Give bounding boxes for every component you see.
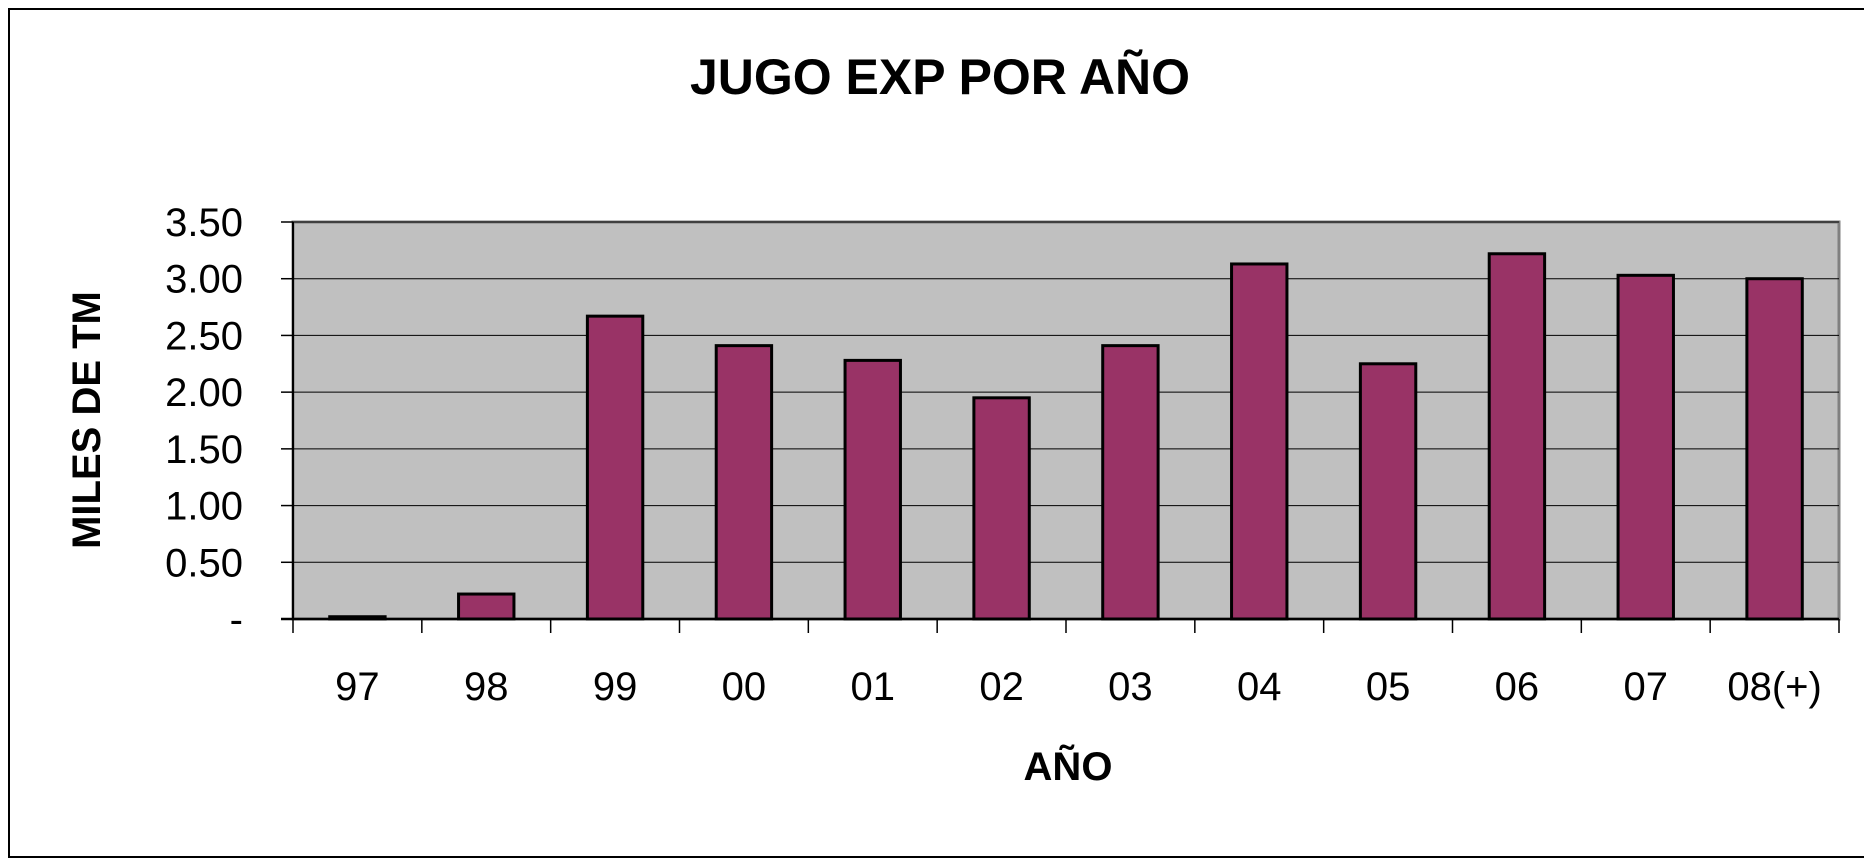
plot-area [291,220,1841,621]
bar-04 [1230,262,1289,621]
x-tick-label: 08(+) [1727,665,1822,709]
x-tick-label: 06 [1495,665,1540,709]
bar-02 [972,396,1031,621]
x-tick-label: 01 [851,665,896,709]
x-tick-label: 04 [1237,665,1282,709]
bar-99 [585,314,645,621]
y-tick-label: 1.50 [165,428,243,472]
x-tick-label: 97 [335,665,380,709]
x-tick-label: 03 [1108,665,1153,709]
axes [281,221,1840,633]
y-tick-labels: - 0.50 1.00 1.50 2.00 2.50 3.00 3.50 [165,201,243,642]
y-tick-label: 3.50 [165,201,243,245]
y-tick-label: - [230,598,243,642]
bar-08(+) [1745,277,1804,621]
x-tick-label: 99 [593,665,638,709]
x-tick-label: 05 [1366,665,1411,709]
bar-06 [1487,252,1547,621]
gridlines [293,221,1839,563]
y-tick-label: 2.00 [165,371,243,415]
x-tick-label: 00 [722,665,767,709]
bar-00 [714,344,774,621]
x-tick-label: 98 [464,665,509,709]
x-tick-label: 02 [979,665,1024,709]
bar-01 [843,358,902,621]
y-tick-label: 3.00 [165,258,243,302]
y-tick-label: 0.50 [165,541,243,585]
x-axis-title: AÑO [1024,743,1113,789]
bar-03 [1101,344,1160,621]
x-tick-label: 07 [1624,665,1669,709]
bar-07 [1616,273,1675,621]
bar-98 [457,592,516,621]
y-tick-label: 1.00 [165,485,243,529]
y-axis-title: MILES DE TM [65,291,109,549]
y-tick-label: 2.50 [165,314,243,358]
x-tick-labels: 97 98 99 00 01 02 03 04 05 06 07 08(+) [335,665,1822,709]
chart-title: JUGO EXP POR AÑO [690,49,1190,105]
bar-05 [1358,362,1418,621]
